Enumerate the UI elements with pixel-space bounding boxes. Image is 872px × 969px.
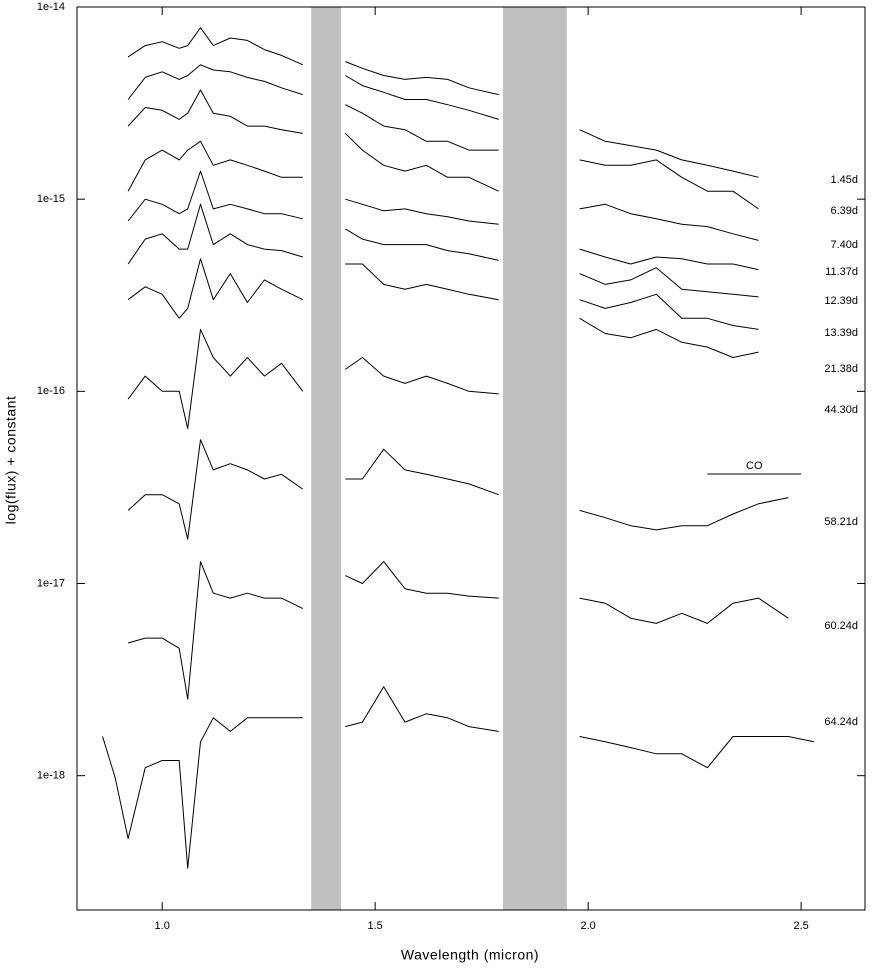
series-label: 12.39d (824, 295, 858, 307)
series-label: 60.24d (824, 620, 858, 632)
y-tick-label: 1e-14 (37, 1, 65, 13)
y-tick-label: 1e-18 (37, 770, 65, 782)
series-label: 58.21d (824, 516, 858, 528)
spectrum-line (127, 328, 499, 430)
spectrum-line (127, 89, 759, 241)
series-label: 21.38d (824, 363, 858, 375)
spectrum-line (127, 27, 759, 178)
series-label: 44.30d (824, 404, 858, 416)
spectrum-line (127, 258, 759, 358)
series-label: 11.37d (825, 266, 858, 278)
spectrum-line (127, 203, 759, 330)
y-axis-title: log(flux) + constant (3, 396, 19, 525)
spectrum-line (127, 439, 789, 540)
x-tick-label: 1.0 (155, 920, 170, 932)
series-label: 13.39d (824, 327, 858, 339)
x-tick-label: 2.0 (580, 920, 595, 932)
x-tick-label: 1.5 (368, 920, 383, 932)
y-tick-label: 1e-17 (37, 577, 65, 589)
spectrum-line (127, 133, 759, 271)
plot-frame (76, 6, 866, 911)
spectrum-line (127, 561, 789, 700)
shaded-region (311, 7, 342, 910)
annotation-label: CO (746, 460, 763, 472)
spectrum-line (102, 686, 815, 869)
shaded-region (502, 7, 567, 910)
series-label: 6.39d (830, 205, 858, 217)
y-tick-label: 1e-16 (37, 385, 65, 397)
series-label: 7.40d (830, 239, 858, 251)
spectrum-line (127, 64, 759, 210)
x-axis-title: Wavelength (micron) (401, 947, 539, 963)
series-label: 64.24d (824, 716, 858, 728)
y-tick-label: 1e-15 (37, 193, 65, 205)
x-tick-label: 2.5 (793, 920, 808, 932)
series-label: 1.45d (830, 174, 858, 186)
spectrum-line (127, 170, 759, 298)
